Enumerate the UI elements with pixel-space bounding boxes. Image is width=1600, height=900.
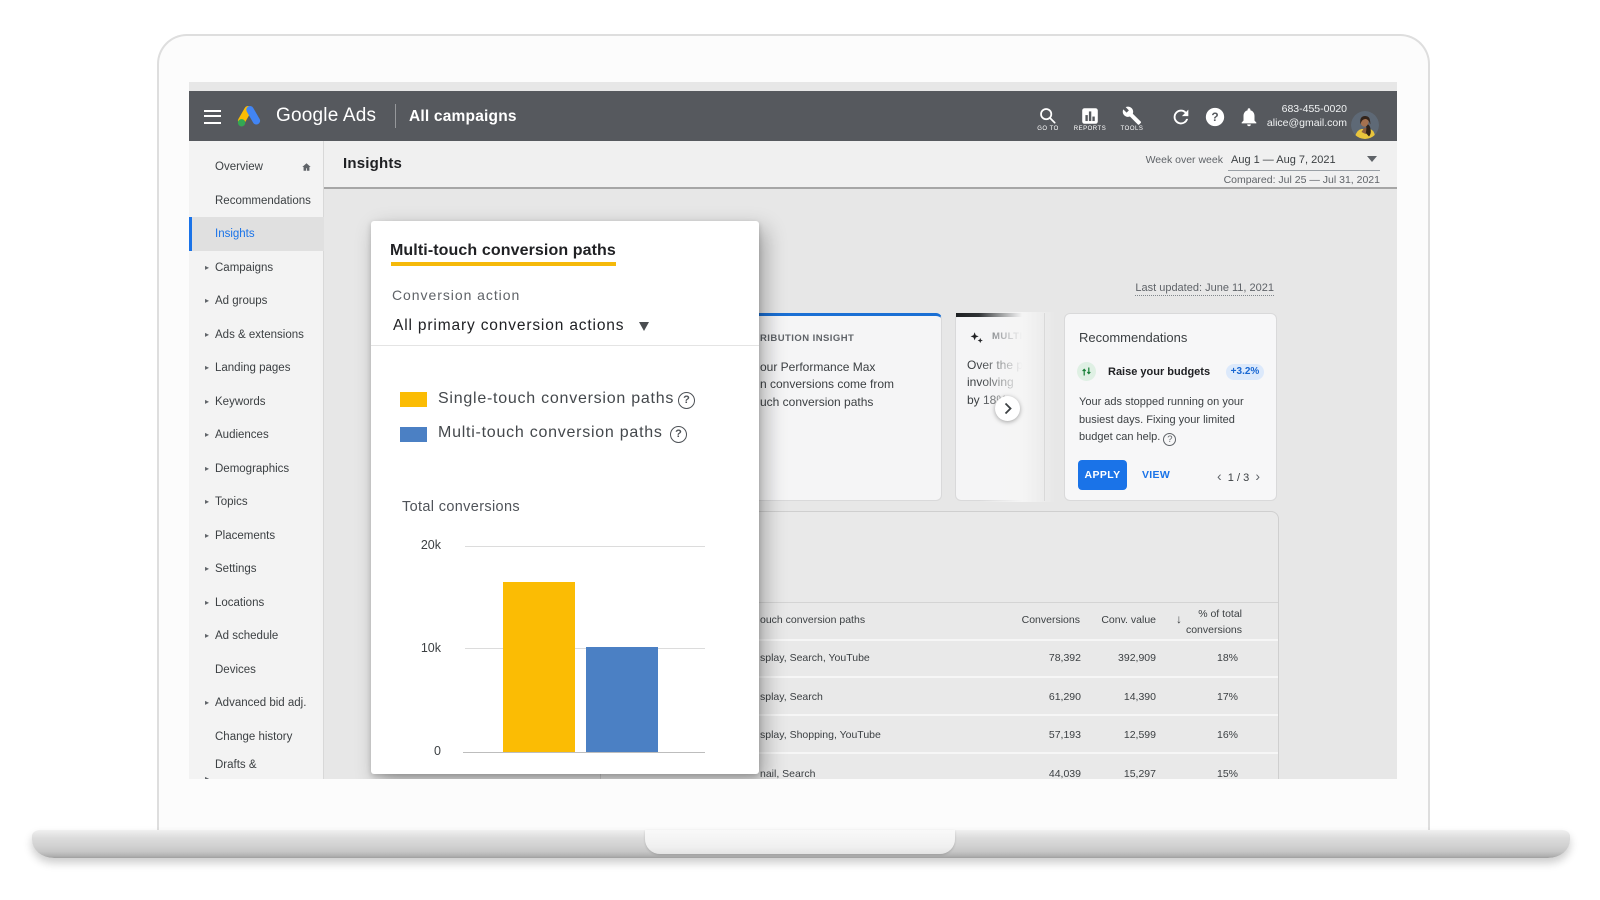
svg-text:?: ?	[1211, 110, 1218, 124]
